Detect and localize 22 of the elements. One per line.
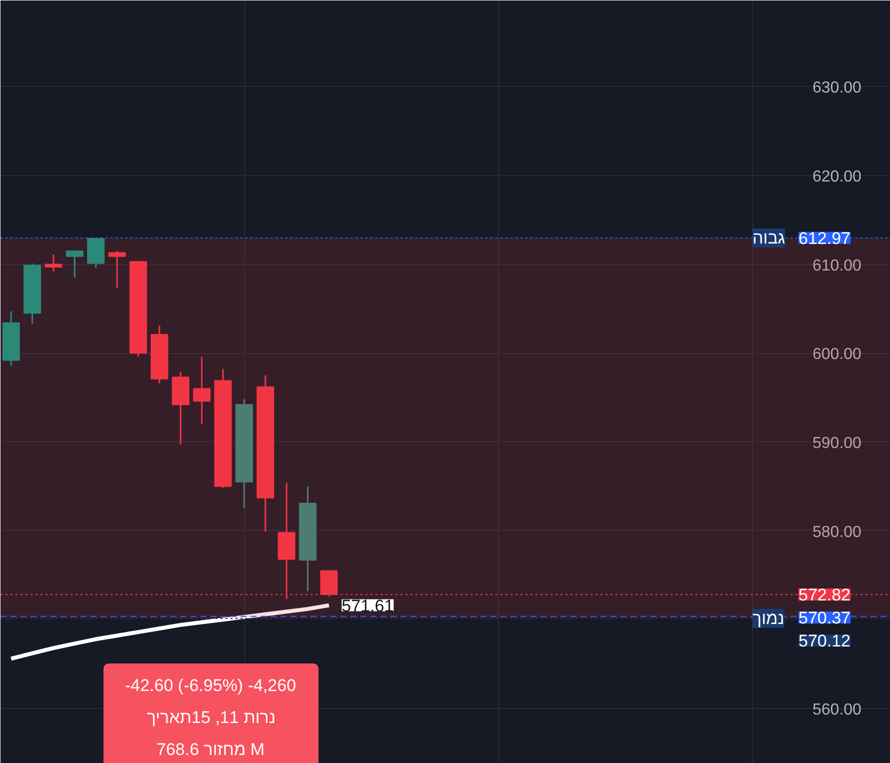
annotation: -42.60 (-6.95%) -4,260 [124, 676, 296, 695]
y-tick-label: 620.00 [812, 168, 862, 186]
line-series [9, 603, 331, 661]
annotation: נרות 11, 15תאריך [146, 708, 276, 727]
candlestick [44, 254, 62, 272]
ref-line-label: 570.12 [798, 632, 850, 651]
annotation: מחזור 768.6 M [156, 740, 265, 759]
annotation: נמוך [752, 609, 784, 628]
y-tick-label: 590.00 [812, 434, 862, 452]
y-tick-label: 600.00 [812, 346, 862, 364]
ref-line-label: 612.97 [798, 228, 850, 248]
y-tick-label: 560.00 [812, 701, 862, 718]
data-label: 571.61 [342, 596, 394, 616]
ref-line-label: 572.82 [798, 586, 850, 605]
y-tick-label: 630.00 [812, 80, 862, 97]
candlestick [193, 356, 211, 425]
annotation: גבוה [752, 228, 786, 248]
ref-line-label: 570.37 [798, 608, 850, 628]
y-tick-label: 580.00 [812, 524, 862, 541]
candlestick [108, 250, 126, 290]
y-tick-label: 610.00 [812, 257, 862, 274]
candlestick [66, 250, 84, 278]
